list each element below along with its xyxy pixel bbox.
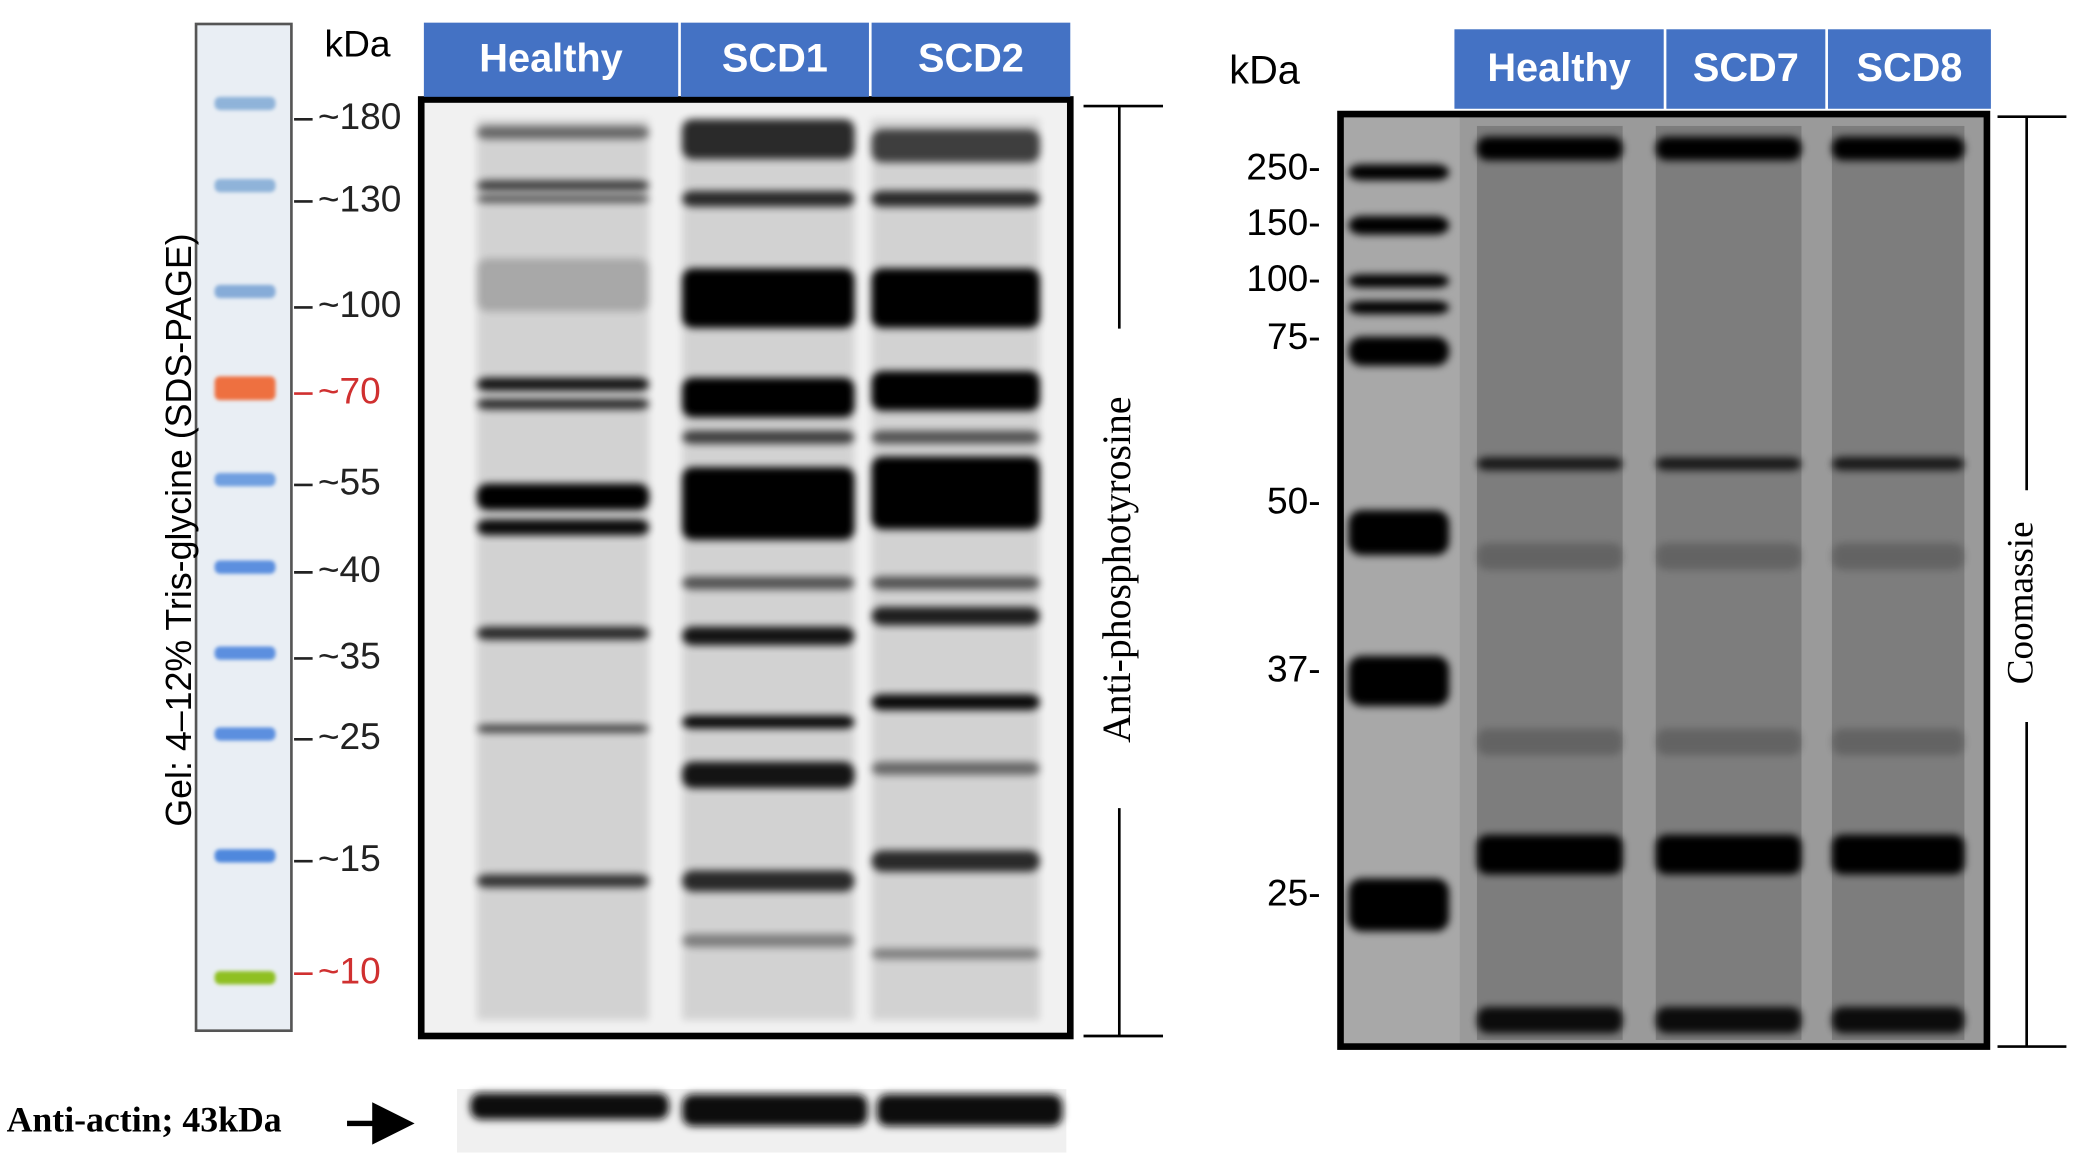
ladder-strip [194,22,293,1033]
ladder-label: ~40 [318,548,381,590]
ladder-label: ~55 [318,461,381,503]
band [1655,136,1802,161]
ladder-label: 50- [1267,479,1321,521]
actin-bands [470,1092,1063,1127]
bracket [1997,115,2067,1048]
lane-label: SCD2 [918,37,1024,81]
band [1655,543,1802,570]
lane-label: Healthy [1487,46,1630,90]
band [1476,457,1623,471]
ladder-band [214,849,276,863]
ladder-label: ~130 [318,177,402,219]
lane-smear [476,119,650,1021]
ladder-bands [214,96,276,985]
band [1655,834,1802,875]
band [1476,136,1623,161]
ladder-label: ~25 [318,715,381,757]
ladder-unit: kDa [325,22,391,64]
ladder-label: 250- [1246,145,1320,187]
ladder-band [214,646,276,660]
ladder-band [1348,655,1450,707]
ladder-label: ~15 [318,837,381,879]
band [1831,1006,1965,1034]
band [1831,834,1965,875]
band [1476,543,1623,570]
ladder-band [214,96,276,111]
ladder-band [214,178,276,193]
stain-label: Coomassie [2001,521,2042,684]
gel-frame [1337,110,1991,1050]
bracket [1083,104,1164,1038]
ladder-band [214,473,276,487]
gel-label: Gel: 4–12% Tris-glycine (SDS-PAGE) [159,233,199,826]
band [1831,728,1965,756]
ladder-band [1348,164,1450,181]
ladder-label: 150- [1246,201,1320,243]
ladder-band [214,971,276,985]
ladder-band [214,727,276,741]
ladder-band [1348,878,1450,932]
lane-smear [1831,125,1965,1040]
ladder-band [214,560,276,574]
lane-label: SCD1 [722,37,828,81]
band [1655,457,1802,471]
ladder-label: 37- [1267,648,1321,690]
ladder-unit: kDa [1229,48,1301,92]
lane-smear [871,119,1040,1021]
ladder-label: ~70 [318,369,381,411]
band [1655,728,1802,756]
ladder-band [1348,274,1450,288]
ladder-label: ~10 [318,950,381,992]
ladder-label: 75- [1267,315,1321,357]
ladder-band [214,284,276,299]
ladder-band [1348,336,1450,366]
ladder-label: 25- [1267,871,1321,913]
loading-control-label: Anti-actin; 43kDa [7,1100,282,1140]
ladder-band [1348,300,1450,315]
band [1655,1006,1802,1034]
lane-header: Healthy SCD1 SCD2 [423,22,1071,97]
band [1831,457,1965,471]
band [1476,1006,1623,1034]
blot-bands [476,119,1040,1021]
ladder-label: ~180 [318,95,402,137]
ladder-label: ~100 [318,283,402,325]
band [1476,728,1623,756]
lane-label: Healthy [479,37,622,81]
lane-smear [1655,125,1802,1040]
lane-header-cell [1666,29,1826,109]
ladder-label: ~35 [318,634,381,676]
ladder-band [1348,216,1450,235]
band [1831,136,1965,161]
band [1476,834,1623,875]
blot-label: Anti-phosphotyrosine [1095,397,1139,743]
band [1831,543,1965,570]
lane-header-cell [1827,29,1991,109]
lane-header-cell [423,22,679,97]
blot-frame [417,96,1074,1040]
lane-header-cell [871,22,1071,97]
lane-header-cell [680,22,869,97]
ladder-label: 100- [1246,257,1320,299]
lane-smear [682,119,855,1021]
gel-bands [1340,114,1965,1047]
lane-label: SCD7 [1693,46,1799,90]
lane-header: Healthy SCD7 SCD8 [1454,29,1991,109]
lane-smear [1476,125,1623,1040]
ladder-band [214,376,276,401]
lane-label: SCD8 [1856,46,1962,90]
lane-header-cell [1454,29,1664,109]
ladder-band [1348,510,1450,556]
